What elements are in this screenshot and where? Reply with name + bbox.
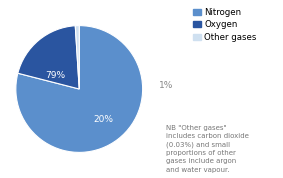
- Wedge shape: [16, 26, 143, 152]
- Wedge shape: [18, 26, 79, 89]
- Text: NB "Other gases"
includes carbon dioxide
(0.03%) and small
proportions of other
: NB "Other gases" includes carbon dioxide…: [166, 125, 248, 173]
- Legend: Nitrogen, Oxygen, Other gases: Nitrogen, Oxygen, Other gases: [191, 6, 258, 43]
- Text: 20%: 20%: [93, 115, 113, 124]
- Text: 79%: 79%: [45, 70, 65, 80]
- Text: 1%: 1%: [158, 81, 173, 90]
- Wedge shape: [75, 26, 79, 89]
